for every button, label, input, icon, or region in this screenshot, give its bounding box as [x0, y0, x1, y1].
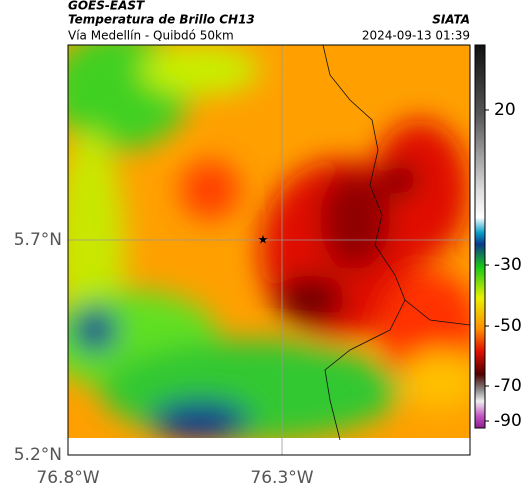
- source: SIATA: [432, 13, 470, 27]
- colorbar-tick-label: 20: [494, 100, 516, 120]
- axis-labels: 5.7°N 5.2°N 76.8°W 76.3°W: [14, 230, 314, 488]
- lon-label: 76.3°W: [250, 468, 313, 488]
- map-frame: [67, 44, 471, 456]
- colorbar: [474, 44, 486, 429]
- colorbar-tick-label: -90: [494, 411, 522, 431]
- colorbar-tick-label: -50: [494, 316, 522, 336]
- colorbar-tick-label: -30: [494, 255, 522, 275]
- lat-label: 5.7°N: [14, 230, 62, 250]
- timestamp: 2024-09-13 01:39: [362, 29, 470, 43]
- region: Vía Medellín - Quibdó 50km: [68, 29, 234, 43]
- no-data-strip: [68, 438, 470, 455]
- temperature-field: [68, 45, 470, 438]
- title: GOES-EAST: [68, 0, 145, 13]
- colorbar-tick-label: -70: [494, 376, 522, 396]
- station-marker: ★: [258, 233, 269, 247]
- colorbar-ticks: 20 -30 -50 -70 -90: [485, 100, 522, 431]
- subtitle: Temperatura de Brillo CH13: [68, 13, 255, 27]
- borders: [322, 44, 471, 441]
- lat-label: 5.2°N: [14, 445, 62, 465]
- lon-label: 76.8°W: [36, 468, 99, 488]
